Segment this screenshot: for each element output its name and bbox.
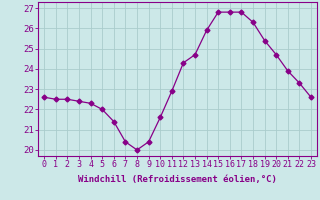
X-axis label: Windchill (Refroidissement éolien,°C): Windchill (Refroidissement éolien,°C) [78, 175, 277, 184]
